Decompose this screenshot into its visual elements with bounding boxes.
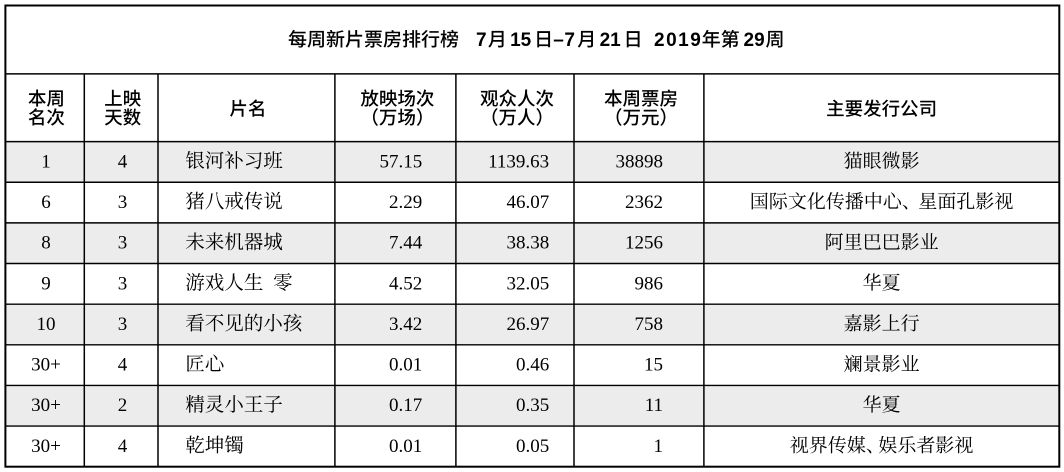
svg-text:2019: 2019 — [654, 30, 702, 51]
svg-text:3: 3 — [118, 233, 128, 254]
svg-text:0.01: 0.01 — [389, 436, 422, 457]
svg-text:30+: 30+ — [31, 395, 61, 416]
svg-text:2: 2 — [118, 395, 128, 416]
svg-text:1: 1 — [654, 436, 664, 457]
svg-text:986: 986 — [635, 273, 664, 294]
svg-text:15: 15 — [644, 355, 663, 376]
svg-text:9: 9 — [41, 273, 51, 294]
svg-text:0.35: 0.35 — [516, 395, 549, 416]
svg-text:4: 4 — [118, 355, 128, 376]
svg-text:6: 6 — [41, 192, 51, 213]
svg-text:0.01: 0.01 — [389, 355, 422, 376]
svg-text:7.44: 7.44 — [389, 233, 423, 254]
svg-text:3: 3 — [118, 192, 128, 213]
svg-text:3: 3 — [118, 273, 128, 294]
svg-text:0.17: 0.17 — [389, 395, 422, 416]
svg-text:8: 8 — [41, 233, 51, 254]
svg-text:0.05: 0.05 — [516, 436, 549, 457]
svg-text:57.15: 57.15 — [380, 151, 423, 172]
svg-text:30+: 30+ — [31, 436, 61, 457]
svg-text:11: 11 — [645, 395, 663, 416]
svg-text:32.05: 32.05 — [506, 273, 549, 294]
svg-text:2362: 2362 — [625, 192, 663, 213]
svg-text:3.42: 3.42 — [389, 314, 422, 335]
svg-text:–: – — [553, 30, 564, 51]
svg-text:30+: 30+ — [31, 355, 61, 376]
svg-text:1: 1 — [41, 151, 51, 172]
svg-text:7: 7 — [476, 30, 487, 51]
svg-text:0.46: 0.46 — [516, 355, 549, 376]
svg-text:29: 29 — [744, 30, 765, 51]
svg-text:4.52: 4.52 — [389, 273, 422, 294]
svg-text:15: 15 — [510, 30, 532, 51]
svg-text:46.07: 46.07 — [506, 192, 549, 213]
svg-text:21: 21 — [600, 30, 622, 51]
svg-text:7: 7 — [564, 30, 575, 51]
svg-text:10: 10 — [37, 314, 56, 335]
svg-text:2.29: 2.29 — [389, 192, 422, 213]
svg-text:3: 3 — [118, 314, 128, 335]
svg-text:1139.63: 1139.63 — [488, 151, 549, 172]
svg-text:4: 4 — [118, 151, 128, 172]
svg-text:26.97: 26.97 — [506, 314, 549, 335]
svg-text:38898: 38898 — [616, 151, 664, 172]
svg-text:758: 758 — [635, 314, 664, 335]
svg-text:4: 4 — [118, 436, 128, 457]
svg-text:1256: 1256 — [625, 233, 663, 254]
svg-text:38.38: 38.38 — [506, 233, 549, 254]
